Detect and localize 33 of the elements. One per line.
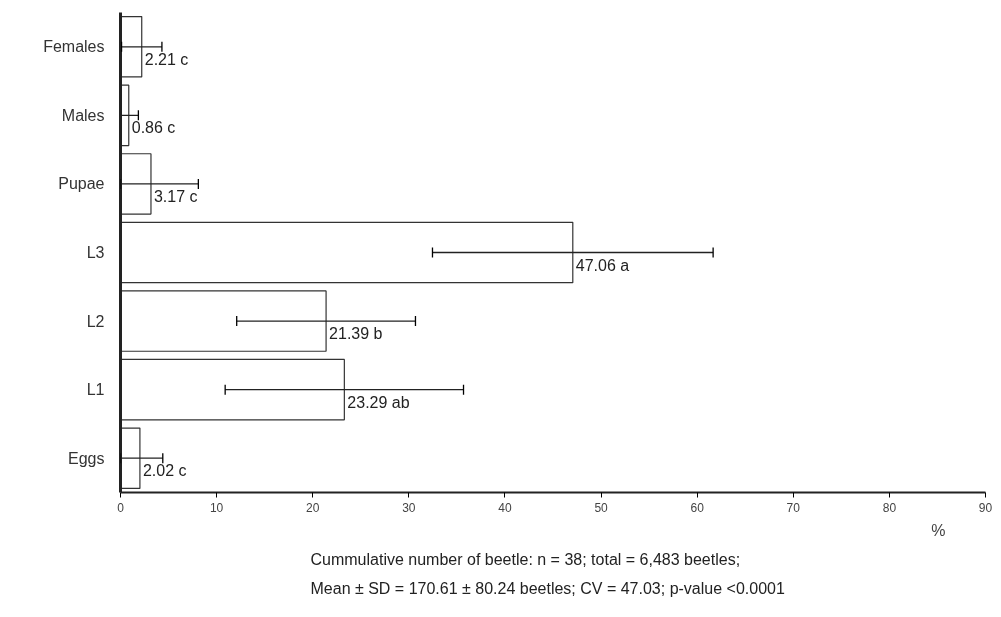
x-tick-label: 80 bbox=[882, 500, 897, 515]
x-tick-label: 40 bbox=[498, 500, 512, 515]
data-label: 23.29 ab bbox=[347, 393, 410, 411]
bar bbox=[120, 153, 152, 215]
y-tick-label: L3 bbox=[86, 244, 105, 261]
x-tick-label: 50 bbox=[594, 500, 609, 515]
data-label: 2.02 c bbox=[142, 462, 187, 480]
x-tick-label: 20 bbox=[306, 500, 320, 515]
y-tick-label: Eggs bbox=[68, 449, 105, 467]
data-label: 2.21 c bbox=[144, 50, 189, 68]
text: Cummulative number of beetle: n = 38; total = 6,483 beetles; bbox=[310, 550, 741, 568]
y-tick-label: L2 bbox=[86, 312, 105, 330]
x-tick-label: 70 bbox=[786, 500, 801, 515]
data-label: 3.17 c bbox=[153, 187, 198, 205]
bar bbox=[120, 358, 345, 421]
bar bbox=[120, 290, 327, 352]
x-tick-label: 10 bbox=[209, 500, 224, 515]
text: Mean ± SD = 170.61 ± 80.24 beetles; CV = 47.03; p-value <0.0001 bbox=[310, 579, 785, 597]
x-tick-label: 60 bbox=[690, 500, 705, 515]
y-tick-label: Females bbox=[43, 38, 105, 56]
y-tick-label: Males bbox=[61, 106, 105, 124]
data-label: 0.86 c bbox=[131, 119, 176, 137]
x-tick-label: 0 bbox=[117, 500, 125, 515]
bar bbox=[120, 16, 143, 78]
x-tick-label: 90 bbox=[978, 500, 993, 515]
data-label: 21.39 b bbox=[329, 325, 383, 343]
y-tick-label: Pupae bbox=[58, 175, 105, 193]
data-label: 47.06 a bbox=[575, 256, 630, 274]
bar bbox=[120, 427, 141, 489]
y-tick-label: L1 bbox=[86, 381, 105, 399]
x-axis-title: % bbox=[931, 521, 946, 539]
bar bbox=[120, 221, 574, 284]
x-tick-label: 30 bbox=[402, 500, 416, 515]
